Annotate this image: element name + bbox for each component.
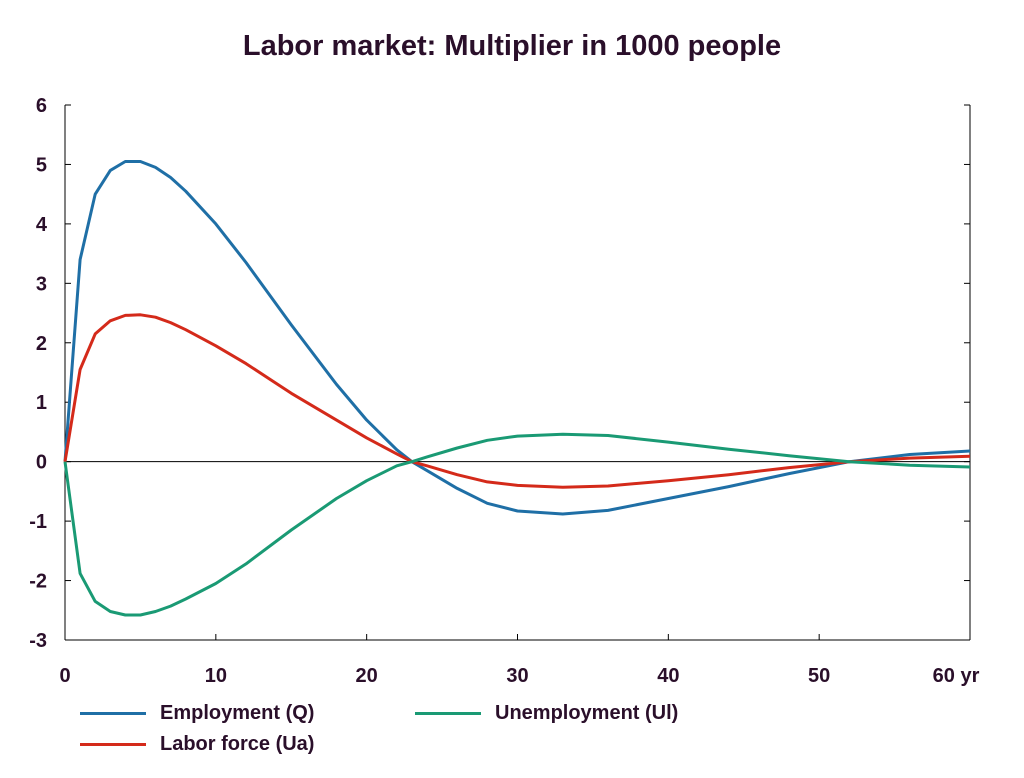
y-tick-label: -1 bbox=[29, 511, 47, 533]
legend-swatch-employment bbox=[80, 712, 146, 715]
x-tick-label: 0 bbox=[59, 665, 70, 687]
legend-item-labor-force: Labor force (Ua) bbox=[80, 733, 314, 756]
legend-swatch-labor-force bbox=[80, 743, 146, 746]
legend-label-labor-force: Labor force (Ua) bbox=[160, 733, 315, 755]
legend-swatch-unemployment bbox=[415, 712, 481, 715]
y-tick-label: 2 bbox=[36, 333, 47, 355]
legend-label-employment: Employment (Q) bbox=[160, 702, 315, 724]
series-line-unemployment bbox=[63, 432, 971, 617]
series-line-labor-force bbox=[63, 313, 971, 489]
chart-title: Labor market: Multiplier in 1000 people bbox=[242, 30, 782, 62]
y-tick-label: 3 bbox=[36, 273, 47, 295]
x-tick-label: 10 bbox=[205, 665, 227, 687]
x-tick-label: 50 bbox=[808, 665, 830, 687]
legend-item-employment: Employment (Q) bbox=[80, 702, 314, 725]
legend-label-unemployment: Unemployment (Ul) bbox=[495, 702, 679, 724]
y-tick-label: 4 bbox=[36, 214, 48, 236]
y-tick-label: 1 bbox=[36, 392, 47, 414]
y-tick-label: 0 bbox=[36, 452, 47, 474]
x-tick-label: 20 bbox=[356, 665, 378, 687]
legend-item-unemployment: Unemployment (Ul) bbox=[415, 702, 678, 725]
x-tick-label: 60 yr bbox=[933, 665, 980, 687]
y-tick-label: -3 bbox=[29, 630, 47, 652]
x-tick-label: 30 bbox=[506, 665, 528, 687]
y-tick-label: 5 bbox=[36, 154, 47, 176]
y-tick-label: -2 bbox=[29, 571, 47, 593]
x-tick-label: 40 bbox=[657, 665, 679, 687]
legend: Employment (Q) Labor force (Ua) Unemploy… bbox=[80, 700, 940, 770]
y-tick-label: 6 bbox=[36, 95, 47, 117]
series-line-employment bbox=[63, 160, 971, 516]
